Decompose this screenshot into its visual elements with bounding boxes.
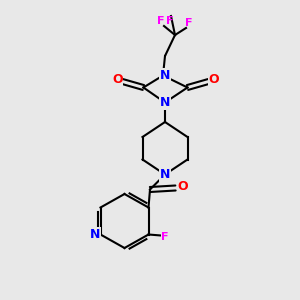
Text: O: O xyxy=(112,73,123,86)
Text: N: N xyxy=(160,69,170,82)
Text: F: F xyxy=(185,18,193,28)
Text: O: O xyxy=(208,73,219,86)
Text: F: F xyxy=(166,16,174,26)
Text: F: F xyxy=(161,232,169,242)
Text: N: N xyxy=(90,228,101,241)
Text: N: N xyxy=(160,96,170,109)
Text: O: O xyxy=(177,179,188,193)
Text: N: N xyxy=(160,168,170,181)
Text: F: F xyxy=(157,16,165,26)
